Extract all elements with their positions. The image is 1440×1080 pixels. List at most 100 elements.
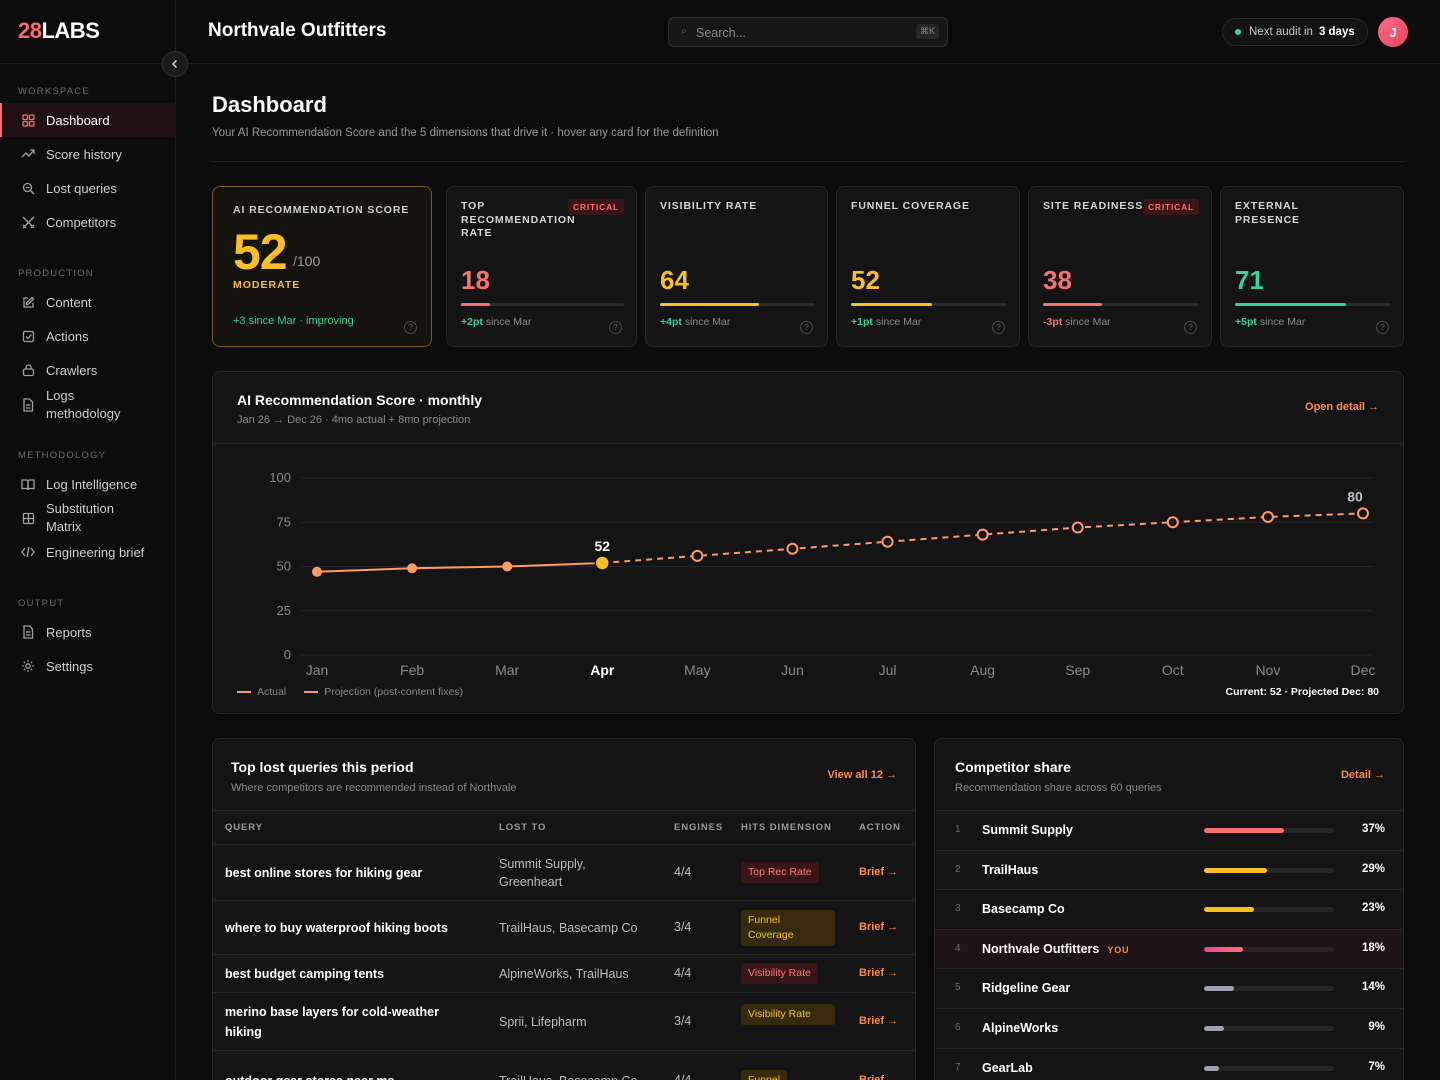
sidebar-item-dashboard[interactable]: Dashboard bbox=[0, 103, 176, 137]
sidebar-item-label: Log Intelligence bbox=[46, 476, 138, 492]
sidebar-item-label: Reports bbox=[46, 624, 92, 640]
share-percent: 23% bbox=[1361, 902, 1385, 915]
search-input[interactable] bbox=[696, 24, 896, 42]
sidebar-item-label: Actions bbox=[46, 328, 89, 344]
sidebar-item-competitors[interactable]: Competitors bbox=[0, 205, 176, 239]
metric-progress-bar bbox=[851, 303, 1007, 306]
actual-series-line bbox=[316, 561, 603, 573]
x-tick-label: Apr bbox=[590, 662, 615, 678]
open-detail-link[interactable]: Open detail → bbox=[1305, 401, 1379, 413]
audit-status-pill[interactable]: Next audit in 3 days bbox=[1222, 18, 1368, 46]
collapse-sidebar-button[interactable] bbox=[162, 51, 188, 77]
rank-number: 3 bbox=[955, 903, 961, 915]
table-row[interactable]: best online stores for hiking gear Summit… bbox=[213, 844, 915, 900]
competitor-row[interactable]: 6 AlpineWorks 9% bbox=[935, 1008, 1403, 1048]
sidebar-item-lost-queries[interactable]: Lost queries bbox=[0, 171, 176, 205]
help-icon[interactable]: ? bbox=[800, 321, 813, 334]
delta-value: +5pt bbox=[1235, 316, 1257, 328]
projection-point bbox=[1357, 507, 1369, 520]
grid-icon bbox=[20, 112, 36, 128]
metric-card[interactable]: VISIBILITY RATE 64 +4pt since Mar? bbox=[645, 186, 828, 347]
help-icon[interactable]: ? bbox=[404, 321, 417, 334]
share-bar bbox=[1204, 986, 1334, 992]
help-icon[interactable]: ? bbox=[1184, 321, 1197, 334]
user-avatar[interactable]: J bbox=[1378, 17, 1408, 47]
competitor-row[interactable]: 1 Summit Supply 37% bbox=[935, 810, 1403, 850]
metric-value: 38 bbox=[1043, 265, 1072, 295]
competitor-name: Summit Supply bbox=[982, 823, 1073, 837]
sidebar-item-engineering-brief[interactable]: Engineering brief bbox=[0, 535, 176, 569]
rank-number: 2 bbox=[955, 863, 961, 875]
code-icon bbox=[20, 544, 36, 560]
search-box[interactable]: ⌕ ⌘K bbox=[668, 17, 948, 47]
help-icon[interactable]: ? bbox=[609, 321, 622, 334]
card-label: AI RECOMMENDATION SCORE bbox=[233, 204, 410, 216]
sidebar-item-score-history[interactable]: Score history bbox=[0, 137, 176, 171]
sidebar-item-settings[interactable]: Settings bbox=[0, 649, 176, 683]
view-all-link[interactable]: View all 12 → bbox=[827, 769, 897, 781]
dimension-badge: Visibility Rate bbox=[741, 963, 818, 984]
sidebar-item-content[interactable]: Content bbox=[0, 285, 176, 319]
share-percent: 29% bbox=[1361, 862, 1385, 875]
competitor-row[interactable]: 2 TrailHaus 29% bbox=[935, 849, 1403, 890]
help-icon[interactable]: ? bbox=[1376, 321, 1389, 334]
chart-summary: Current: 52 · Projected Dec: 80 bbox=[1225, 686, 1379, 698]
metric-card[interactable]: SITE READINESS CRITICAL 38 -3pt since Mar? bbox=[1028, 186, 1212, 347]
competitor-row-you[interactable]: 4 Northvale Outfitters YOU 18% bbox=[935, 928, 1403, 969]
competitor-subtitle: Recommendation share across 60 queries bbox=[955, 782, 1162, 794]
status-dot-icon bbox=[1235, 29, 1241, 35]
table-row[interactable]: best budget camping tents AlpineWorks, Tr… bbox=[213, 954, 915, 992]
engines-count: 4/4 bbox=[674, 865, 692, 879]
help-icon[interactable]: ? bbox=[992, 321, 1005, 334]
ai-score-card[interactable]: AI RECOMMENDATION SCORE 52 /100 MODERATE… bbox=[212, 186, 432, 347]
table-row[interactable]: where to buy waterproof hiking boots Trai… bbox=[213, 900, 915, 954]
brief-link[interactable]: Brief → bbox=[859, 1015, 899, 1027]
sidebar-item-substitution-matrix[interactable]: Substitution Matrix bbox=[0, 500, 176, 540]
current-point bbox=[594, 555, 611, 571]
actual-point bbox=[502, 561, 513, 572]
sidebar-item-logs-methodology[interactable]: Logs methodology bbox=[0, 387, 176, 427]
competitor-detail-link[interactable]: Detail → bbox=[1340, 769, 1385, 781]
competitor-row[interactable]: 7 GearLab 7% bbox=[935, 1047, 1403, 1080]
rank-number: 5 bbox=[955, 982, 961, 994]
dimension-badge: Visibility Rate bbox=[741, 1004, 835, 1025]
table-row[interactable]: merino base layers for cold-weather hiki… bbox=[213, 992, 915, 1050]
sidebar-item-label: Lost queries bbox=[46, 180, 117, 196]
brief-link[interactable]: Brief → bbox=[859, 866, 899, 878]
competitor-name: Ridgeline Gear bbox=[982, 981, 1070, 995]
competitor-row[interactable]: 5 Ridgeline Gear 14% bbox=[935, 968, 1403, 1008]
competitor-name: TrailHaus bbox=[982, 863, 1038, 877]
metric-delta: +2pt since Mar bbox=[461, 316, 531, 328]
share-percent: 7% bbox=[1368, 1060, 1385, 1073]
sidebar-item-crawlers[interactable]: Crawlers bbox=[0, 353, 176, 387]
metric-delta: -3pt since Mar bbox=[1043, 316, 1111, 328]
score-max: /100 bbox=[293, 253, 321, 269]
book-icon bbox=[20, 476, 36, 492]
brief-link[interactable]: Brief → bbox=[859, 1074, 899, 1080]
brief-link[interactable]: Brief → bbox=[859, 921, 899, 933]
rank-number: 1 bbox=[955, 824, 961, 835]
matrix-icon bbox=[20, 510, 36, 526]
sidebar-item-reports[interactable]: Reports bbox=[0, 615, 176, 649]
legend-swatch bbox=[237, 691, 251, 693]
projection-point bbox=[691, 549, 704, 562]
competitor-row[interactable]: 3 Basecamp Co 23% bbox=[935, 889, 1403, 929]
metric-card[interactable]: EXTERNAL PRESENCE 71 +5pt since Mar? bbox=[1220, 186, 1404, 347]
competitor-share-panel: Competitor share Recommendation share ac… bbox=[934, 738, 1404, 1080]
logo[interactable]: 28LABS bbox=[18, 18, 100, 44]
metric-card[interactable]: FUNNEL COVERAGE 52 +1pt since Mar? bbox=[836, 186, 1020, 347]
dimension-badge: Top Rec Rate bbox=[741, 862, 819, 883]
x-tick-label: Jan bbox=[306, 662, 329, 678]
share-percent: 9% bbox=[1368, 1021, 1385, 1033]
lost-to-text: AlpineWorks, TrailHaus bbox=[499, 967, 629, 981]
section-label-output: OUTPUT bbox=[18, 598, 65, 609]
dimension-badge: Funnel Coverage bbox=[741, 910, 835, 946]
brief-link[interactable]: Brief → bbox=[859, 967, 899, 979]
y-tick-label: 50 bbox=[277, 559, 291, 574]
metric-card[interactable]: TOP RECOMMENDATION RATE CRITICAL 18 +2pt si… bbox=[446, 186, 637, 347]
page-subtitle: Your AI Recommendation Score and the 5 d… bbox=[212, 127, 719, 139]
projection-point bbox=[1166, 516, 1179, 529]
table-row[interactable]: outdoor gear stores near me TrailHaus, Ba… bbox=[213, 1050, 915, 1080]
sidebar-item-log-intelligence[interactable]: Log Intelligence bbox=[0, 467, 176, 501]
sidebar-item-actions[interactable]: Actions bbox=[0, 319, 176, 353]
